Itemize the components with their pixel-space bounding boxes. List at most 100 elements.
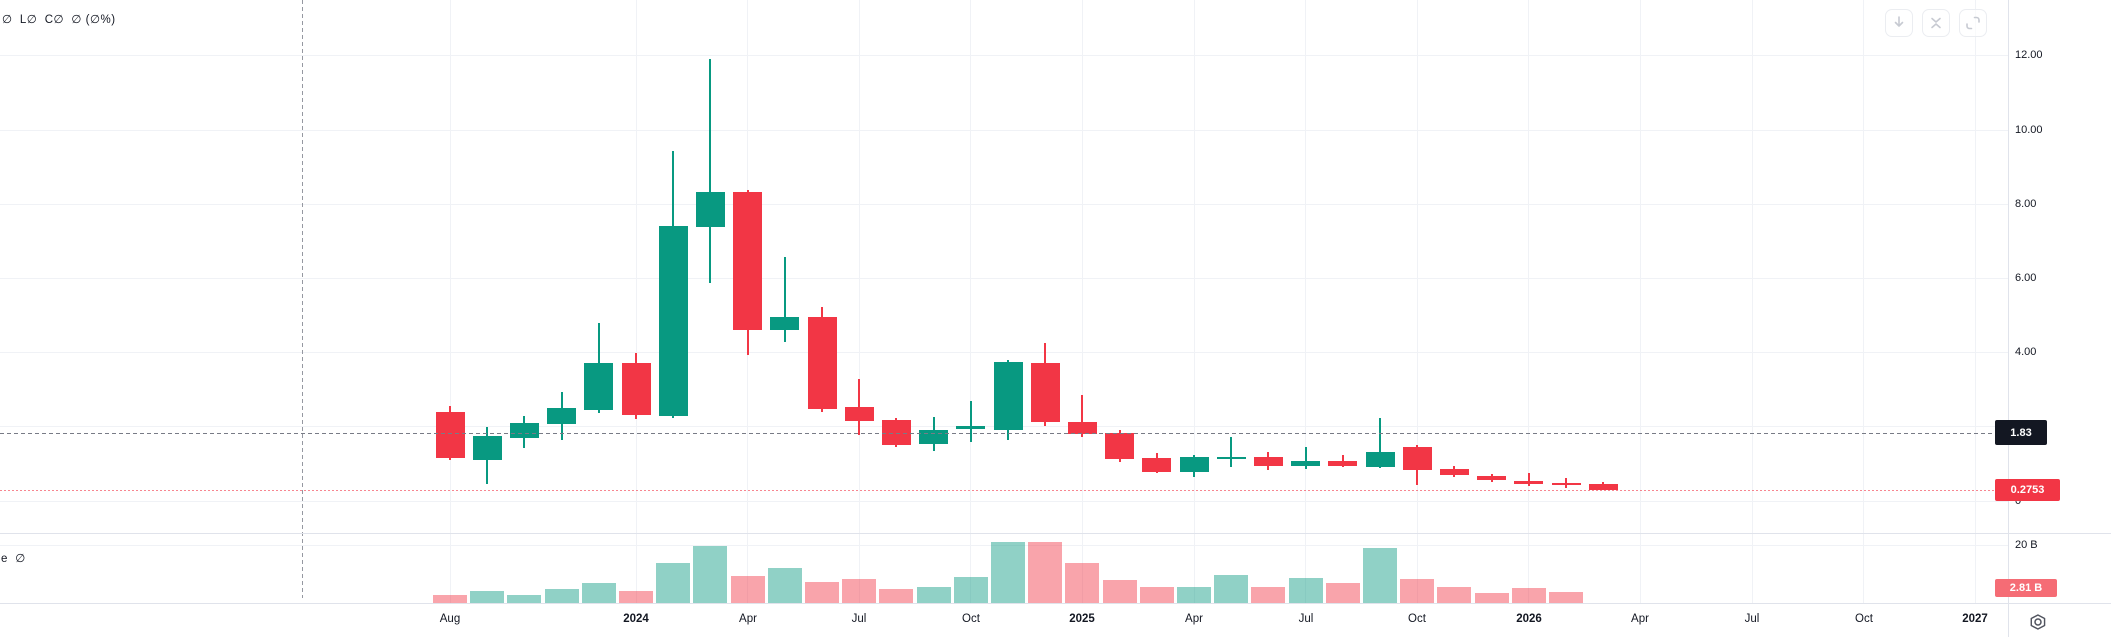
gridline-horizontal bbox=[0, 501, 2008, 502]
volume-bar bbox=[1140, 587, 1174, 603]
gridline-vertical bbox=[1528, 0, 1529, 603]
ohlc-legend: ∅ L∅ C∅ ∅ (∅%) bbox=[2, 14, 116, 26]
pane-separator[interactable] bbox=[0, 533, 2111, 534]
collapse-panes-button[interactable] bbox=[1922, 9, 1950, 37]
download-icon bbox=[1890, 14, 1908, 32]
gridline-vertical bbox=[1640, 0, 1641, 603]
time-axis-label: 2025 bbox=[1069, 613, 1095, 625]
price-axis-label: 4.00 bbox=[2015, 346, 2037, 358]
volume-bar bbox=[842, 579, 876, 603]
candle-wick bbox=[1379, 418, 1381, 468]
volume-bar bbox=[1400, 579, 1434, 603]
price-axis-label: 10.00 bbox=[2015, 124, 2043, 136]
gridline-vertical bbox=[1082, 0, 1083, 603]
price-axis-label: 12.00 bbox=[2015, 49, 2043, 61]
candle-body bbox=[1291, 461, 1320, 466]
gridline-horizontal bbox=[0, 352, 2008, 353]
time-axis-label: Aug bbox=[439, 613, 461, 625]
candle-body bbox=[622, 363, 651, 415]
volume-bar bbox=[879, 589, 913, 603]
time-axis-label: 2024 bbox=[623, 613, 649, 625]
gridline-horizontal bbox=[0, 204, 2008, 205]
volume-bar bbox=[768, 568, 802, 603]
time-axis-label: Jul bbox=[1298, 613, 1314, 625]
candle-body bbox=[1068, 422, 1097, 434]
volume-bar bbox=[545, 589, 579, 603]
candle-body bbox=[1589, 484, 1618, 490]
last-price-line bbox=[0, 490, 2008, 491]
collapse-panes-icon bbox=[1927, 14, 1945, 32]
volume-axis-label: 20 B bbox=[2015, 539, 2038, 551]
time-axis-label: Jul bbox=[851, 613, 867, 625]
volume-bar bbox=[805, 582, 839, 603]
gridline-vertical bbox=[1975, 0, 1976, 603]
gridline-vertical bbox=[636, 0, 637, 603]
fullscreen-button[interactable] bbox=[1959, 9, 1987, 37]
gridline-vertical bbox=[1194, 0, 1195, 603]
time-axis[interactable]: Aug 2024 Apr Jul Oct 2025 Apr Jul Oct 2026 Apr Jul O… bbox=[0, 604, 2008, 637]
time-axis-label: Apr bbox=[1631, 613, 1649, 625]
volume-bar bbox=[507, 595, 541, 603]
time-axis-label: Apr bbox=[739, 613, 757, 625]
time-axis-border bbox=[0, 603, 2111, 604]
crosshair-price-badge: 1.83 bbox=[1995, 420, 2047, 445]
candle-body bbox=[1142, 458, 1171, 472]
candle-body bbox=[1180, 457, 1209, 472]
candle-body bbox=[473, 436, 502, 460]
candle-body bbox=[808, 317, 837, 409]
crosshair-vertical-line bbox=[302, 0, 303, 598]
candle-body bbox=[510, 423, 539, 438]
gridline-horizontal bbox=[0, 130, 2008, 131]
volume-bar bbox=[991, 542, 1025, 603]
volume-bar bbox=[1251, 587, 1285, 603]
time-axis-label: Apr bbox=[1185, 613, 1203, 625]
volume-bar bbox=[917, 587, 951, 603]
candle-body bbox=[1552, 483, 1581, 485]
volume-bar bbox=[1065, 563, 1099, 603]
gridline-horizontal bbox=[0, 278, 2008, 279]
candle-body bbox=[1217, 457, 1246, 459]
gridline-vertical bbox=[1752, 0, 1753, 603]
candle-wick bbox=[970, 401, 972, 442]
gridline-vertical bbox=[859, 0, 860, 603]
candle-body bbox=[1366, 452, 1395, 467]
time-axis-label: 2027 bbox=[1962, 613, 1988, 625]
price-axis-label: 8.00 bbox=[2015, 198, 2037, 210]
gridline-vertical bbox=[970, 0, 971, 603]
candle-body bbox=[845, 407, 874, 421]
gridline-vertical bbox=[1863, 0, 1864, 603]
candle-wick bbox=[1528, 473, 1530, 486]
volume-bar bbox=[582, 583, 616, 603]
gridline-vertical bbox=[450, 0, 451, 603]
volume-bar bbox=[1177, 587, 1211, 603]
time-axis-label: Oct bbox=[1408, 613, 1426, 625]
volume-bar bbox=[433, 595, 467, 603]
price-pane[interactable] bbox=[0, 0, 2111, 603]
volume-bar bbox=[1512, 588, 1546, 603]
volume-bar bbox=[1326, 583, 1360, 603]
time-axis-label: 2026 bbox=[1516, 613, 1542, 625]
candle-body bbox=[1440, 469, 1469, 475]
price-axis[interactable]: 12.00 10.00 8.00 6.00 4.00 0 20 B bbox=[2008, 0, 2111, 603]
volume-bar bbox=[1363, 548, 1397, 603]
candle-body bbox=[584, 363, 613, 410]
settings-button[interactable] bbox=[2025, 610, 2051, 634]
volume-bar bbox=[1289, 578, 1323, 603]
candle-wick bbox=[1230, 437, 1232, 467]
candle-wick bbox=[1305, 447, 1307, 469]
candle-body bbox=[1328, 461, 1357, 466]
price-axis-label: 6.00 bbox=[2015, 272, 2037, 284]
gridline-horizontal bbox=[0, 55, 2008, 56]
volume-legend: e ∅ bbox=[1, 553, 26, 565]
volume-bar bbox=[954, 577, 988, 603]
download-button[interactable] bbox=[1885, 9, 1913, 37]
candle-body bbox=[436, 412, 465, 458]
candle-body bbox=[1403, 447, 1432, 470]
volume-bar bbox=[731, 576, 765, 603]
volume-bar bbox=[1475, 593, 1509, 603]
candle-wick bbox=[1081, 395, 1083, 437]
candle-body bbox=[1254, 457, 1283, 466]
volume-bar bbox=[1103, 580, 1137, 603]
volume-bar bbox=[1028, 542, 1062, 603]
price-axis-border bbox=[2008, 0, 2009, 637]
